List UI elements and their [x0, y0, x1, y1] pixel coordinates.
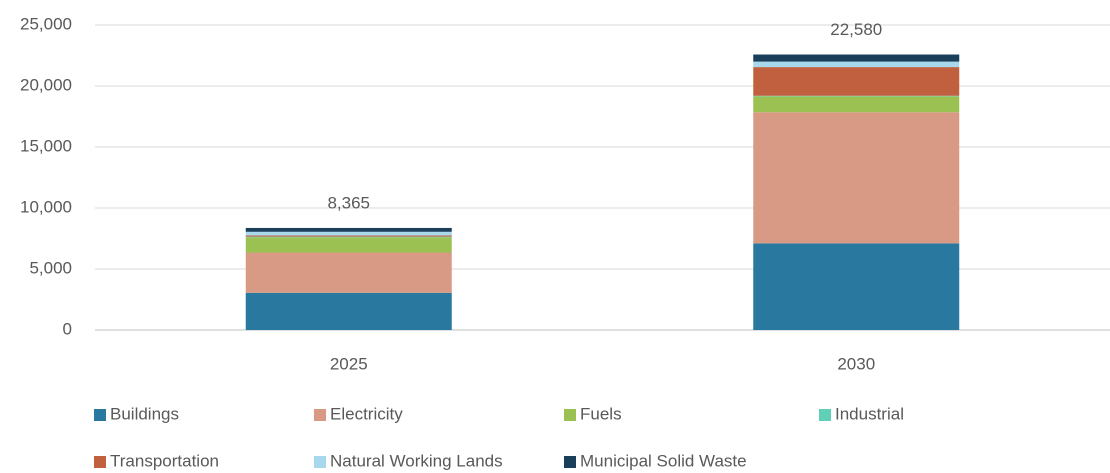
bar-segment	[753, 96, 960, 113]
y-tick-label: 15,000	[20, 136, 72, 155]
y-tick-label: 25,000	[20, 14, 72, 33]
bar-segment	[753, 243, 960, 330]
legend-label: Municipal Solid Waste	[580, 451, 747, 470]
legend-label: Electricity	[330, 404, 403, 423]
bar-segment	[245, 252, 452, 293]
x-tick-label: 2030	[837, 354, 875, 373]
y-tick-label: 10,000	[20, 197, 72, 216]
bar-segment	[245, 235, 452, 237]
legend-swatch	[94, 456, 106, 468]
bar-segment	[753, 95, 960, 97]
bar-segment	[245, 292, 452, 330]
bar-segment	[245, 231, 452, 236]
legend-label: Natural Working Lands	[330, 451, 503, 470]
legend-swatch	[819, 409, 831, 421]
legend-swatch	[564, 409, 576, 421]
bar-segment	[753, 54, 960, 62]
legend-swatch	[564, 456, 576, 468]
legend-swatch	[314, 409, 326, 421]
bar-segment	[753, 61, 960, 68]
y-tick-label: 5,000	[29, 258, 72, 277]
bar-segment	[753, 112, 960, 244]
legend-label: Fuels	[580, 404, 622, 423]
x-tick-label: 2025	[330, 354, 368, 373]
y-tick-label: 0	[63, 319, 72, 338]
bar-segment	[753, 67, 960, 96]
bar-segment	[245, 237, 452, 253]
legend-label: Industrial	[835, 404, 904, 423]
legend-label: Buildings	[110, 404, 179, 423]
legend-swatch	[314, 456, 326, 468]
legend-swatch	[94, 409, 106, 421]
y-tick-label: 20,000	[20, 75, 72, 94]
total-label: 8,365	[327, 193, 370, 212]
bar-segment	[245, 236, 452, 238]
legend-label: Transportation	[110, 451, 219, 470]
total-label: 22,580	[830, 20, 882, 39]
bar-segment	[245, 227, 452, 232]
